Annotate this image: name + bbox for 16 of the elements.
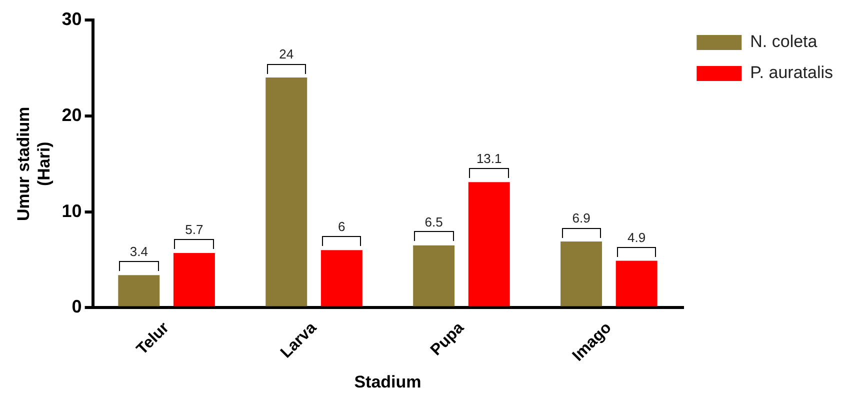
y-tick-label: 30 — [62, 8, 82, 29]
data-label: 5.7 — [185, 222, 204, 238]
x-axis-title: Stadium — [354, 372, 422, 392]
legend-label: P. auratalis — [750, 63, 834, 82]
data-label: 3.4 — [130, 244, 148, 260]
data-label: 6.5 — [424, 214, 443, 230]
y-tick-label: 10 — [62, 200, 82, 221]
data-label: 13.1 — [476, 151, 502, 166]
data-label: 6.9 — [572, 210, 590, 226]
data-label: 4.9 — [628, 230, 646, 245]
legend-label: N. coleta — [750, 32, 818, 52]
y-tick-label: 0 — [72, 296, 82, 317]
y-tick-label: 20 — [62, 104, 82, 125]
y-axis-title: Umur stadium (Hari) — [14, 106, 54, 221]
data-label: 6 — [338, 219, 346, 234]
data-label: 24 — [279, 46, 294, 62]
